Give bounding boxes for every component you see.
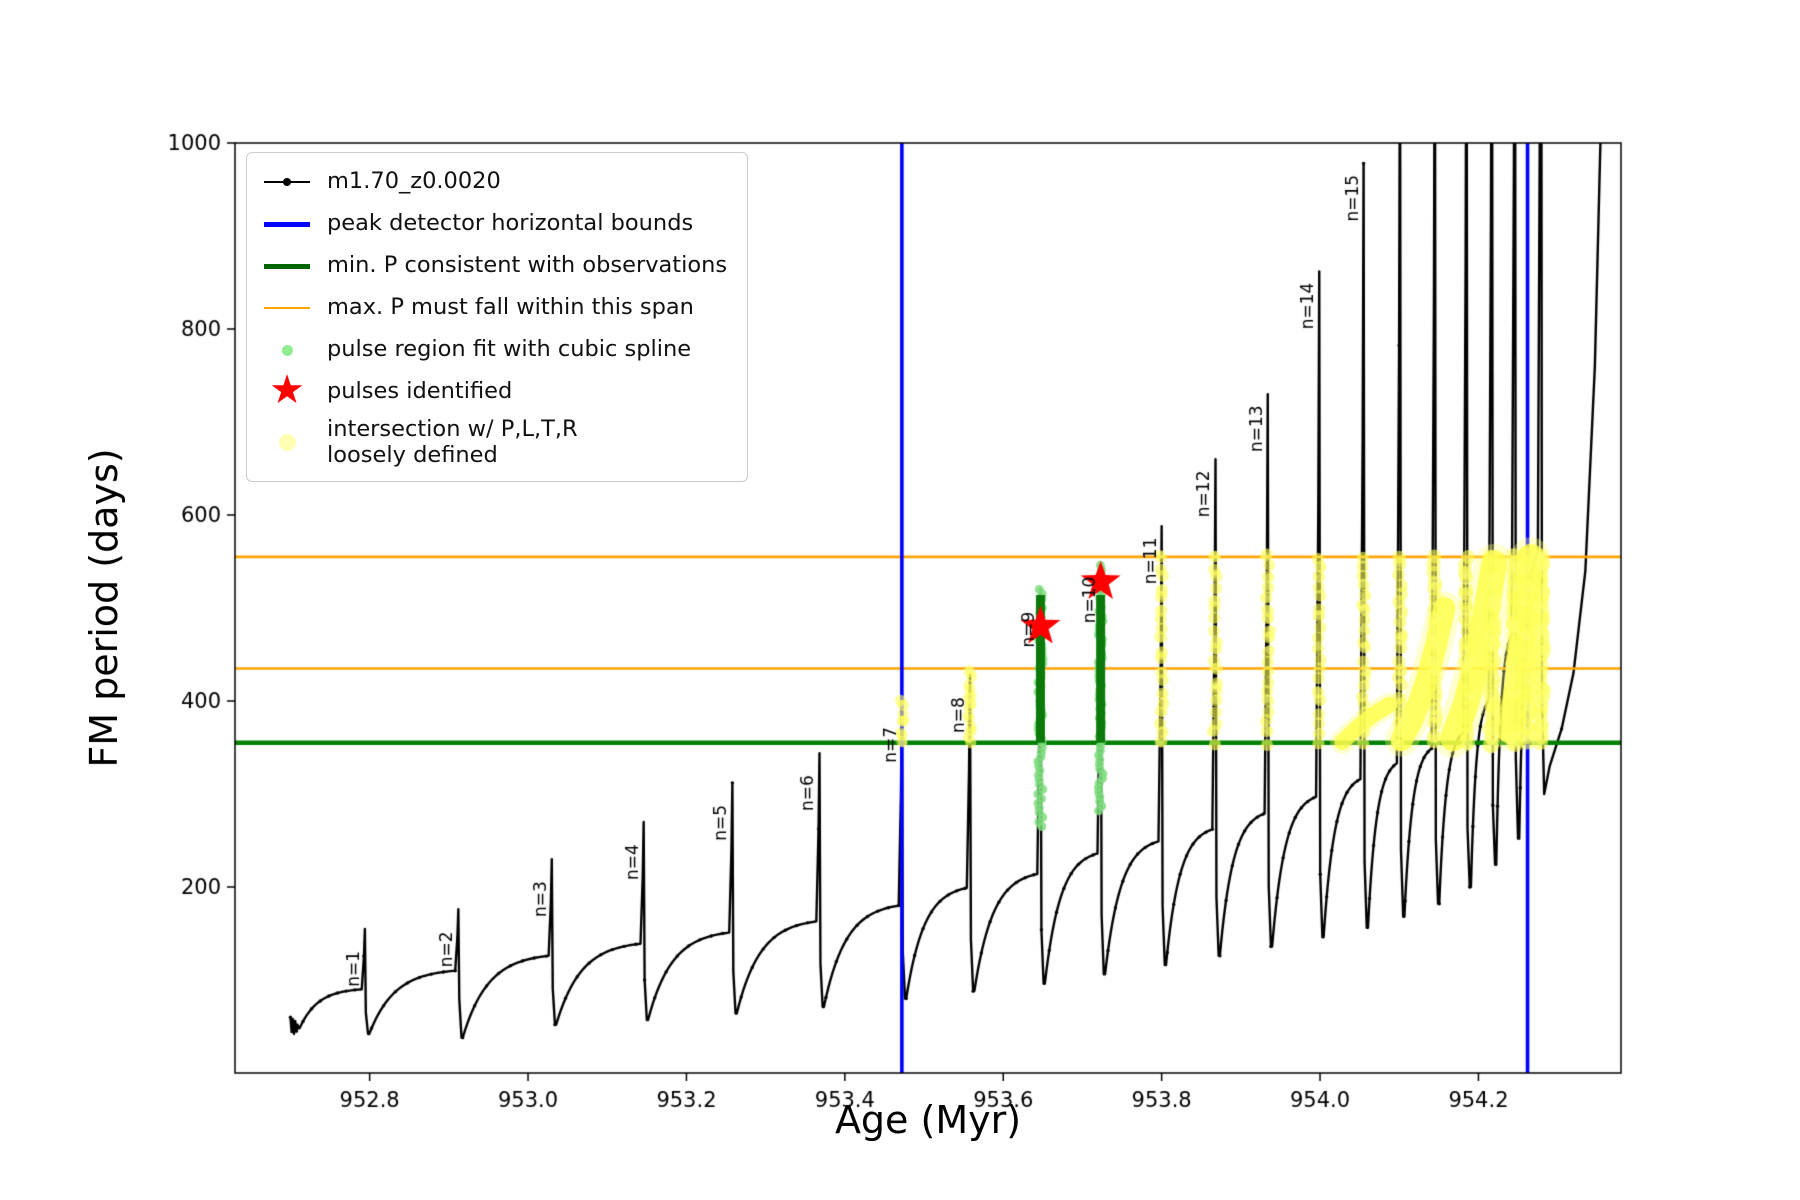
legend-item-intersection: intersection w/ P,L,T,R loosely defined <box>261 416 727 469</box>
legend-item-pulses-identified: ★ pulses identified <box>261 367 727 413</box>
legend-label: m1.70_z0.0020 <box>327 168 501 195</box>
legend-item-min-p: min. P consistent with observations <box>261 249 727 283</box>
legend-item-pulse-region: pulse region fit with cubic spline <box>261 333 727 367</box>
blue-line-marker <box>261 207 313 241</box>
legend-label: intersection w/ P,L,T,R loosely defined <box>327 416 578 468</box>
legend-item-series: m1.70_z0.0020 <box>261 165 727 199</box>
red-star-icon: ★ <box>269 367 305 413</box>
legend-label: pulse region fit with cubic spline <box>327 336 692 363</box>
x-axis-label: Age (Myr) <box>834 1098 1022 1142</box>
legend-label: peak detector horizontal bounds <box>327 210 694 237</box>
y-axis-label: FM period (days) <box>82 448 126 768</box>
green-line-marker <box>261 249 313 283</box>
legend-label: min. P consistent with observations <box>327 252 728 279</box>
legend-label: pulses identified <box>327 378 513 405</box>
yellow-dot-marker <box>261 426 313 460</box>
legend-label: max. P must fall within this span <box>327 294 694 321</box>
orange-line-marker <box>261 291 313 325</box>
legend-item-peak-bounds: peak detector horizontal bounds <box>261 207 727 241</box>
green-dot-marker <box>261 333 313 367</box>
legend-item-max-p: max. P must fall within this span <box>261 291 727 325</box>
legend: m1.70_z0.0020 peak detector horizontal b… <box>246 152 749 482</box>
black-line-dot-marker <box>261 165 313 199</box>
